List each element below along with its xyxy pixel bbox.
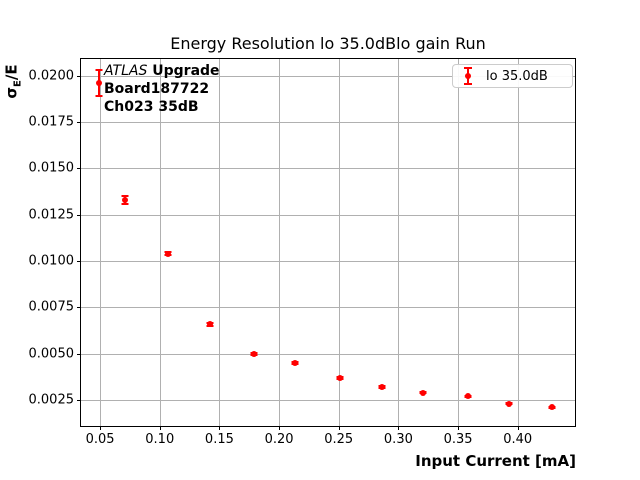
data-point — [206, 321, 213, 328]
y-tick-mark — [77, 75, 81, 77]
x-gridline — [279, 59, 281, 426]
y-tick-mark — [77, 261, 81, 263]
x-axis-label: Input Current [mA] — [415, 452, 576, 470]
x-tick-mark — [517, 426, 519, 430]
legend: lo 35.0dB — [452, 64, 573, 88]
y-tick-label: 0.0025 — [28, 392, 75, 408]
x-tick-label: 0.20 — [264, 432, 294, 447]
y-tick-mark — [77, 214, 81, 216]
data-point — [291, 359, 298, 366]
errorbar-cap-bottom-icon — [464, 83, 472, 85]
x-gridline — [219, 59, 221, 426]
data-point — [95, 80, 102, 87]
y-tick-label: 0.0100 — [28, 253, 75, 269]
data-point — [122, 196, 129, 203]
legend-label: lo 35.0dB — [486, 68, 548, 84]
x-tick-mark — [159, 426, 161, 430]
x-tick-mark — [279, 426, 281, 430]
y-tick-mark — [77, 400, 81, 402]
y-gridline — [81, 75, 575, 77]
data-point — [336, 374, 343, 381]
x-tick-label: 0.40 — [503, 432, 533, 447]
data-point — [378, 384, 385, 391]
y-gridline — [81, 261, 575, 263]
x-gridline — [398, 59, 400, 426]
x-gridline — [338, 59, 340, 426]
x-tick-label: 0.25 — [324, 432, 354, 447]
annotation-line-1-bold: Upgrade — [147, 63, 220, 79]
data-point — [251, 350, 258, 357]
x-gridline — [100, 59, 102, 426]
y-tick-mark — [77, 122, 81, 124]
y-tick-mark — [77, 307, 81, 309]
x-tick-mark — [398, 426, 400, 430]
y-axis-label: σE/E — [3, 58, 24, 106]
plot-area: lo 35.0dB 0.05 0.10 0.15 0.20 0.25 0.30 0.35 0.… — [29, 58, 576, 447]
y-tick-label: 0.0150 — [28, 160, 75, 176]
data-point — [549, 404, 556, 411]
x-tick-label: 0.30 — [383, 432, 413, 447]
x-gridline — [159, 59, 161, 426]
y-gridline — [81, 122, 575, 124]
y-gridline — [81, 214, 575, 216]
y-tick-label: 0.0175 — [28, 114, 75, 130]
x-tick-label: 0.35 — [443, 432, 473, 447]
annotation-brand: ATLAS — [104, 63, 148, 79]
annotation-line-3: Ch023 35dB — [104, 99, 199, 115]
y-gridline — [81, 168, 575, 170]
y-tick-label: 0.0125 — [28, 207, 75, 223]
annotation-line-2: Board187722 — [104, 81, 210, 97]
x-tick-label: 0.10 — [145, 432, 175, 447]
annotation-line-1: ATLAS Upgrade — [104, 62, 220, 80]
errorbar-legend-icon — [464, 67, 472, 85]
y-tick-mark — [77, 168, 81, 170]
y-tick-label: 0.0050 — [28, 346, 75, 362]
data-point — [165, 250, 172, 257]
error-bar-cap-top — [95, 69, 103, 72]
y-gridline — [81, 307, 575, 309]
y-tick-mark — [77, 353, 81, 355]
y-axis-label-subscript: E — [12, 80, 24, 87]
data-point — [420, 389, 427, 396]
x-tick-mark — [338, 426, 340, 430]
data-point — [506, 400, 513, 407]
x-tick-mark — [458, 426, 460, 430]
y-gridline — [81, 400, 575, 402]
errorbar-cap-top-icon — [464, 67, 472, 69]
x-tick-mark — [100, 426, 102, 430]
error-bar-cap-bottom — [95, 95, 103, 98]
annotation-block: ATLAS Upgrade Board187722 Ch023 35dB — [104, 62, 220, 116]
x-gridline — [517, 59, 519, 426]
y-axis-label-rest: /E — [2, 64, 21, 81]
error-bar-cap-top — [121, 195, 129, 198]
x-tick-mark — [219, 426, 221, 430]
error-bar-cap-bottom — [121, 202, 129, 205]
chart-title: Energy Resolution lo 35.0dBlo gain Run — [170, 34, 486, 53]
y-gridline — [81, 353, 575, 355]
x-tick-label: 0.05 — [85, 432, 115, 447]
x-tick-label: 0.15 — [204, 432, 234, 447]
data-point — [464, 393, 471, 400]
y-tick-label: 0.0075 — [28, 299, 75, 315]
marker-dot-icon — [465, 73, 471, 79]
y-axis-label-sigma: σ — [2, 86, 21, 99]
x-gridline — [458, 59, 460, 426]
y-tick-label: 0.0200 — [28, 68, 75, 84]
